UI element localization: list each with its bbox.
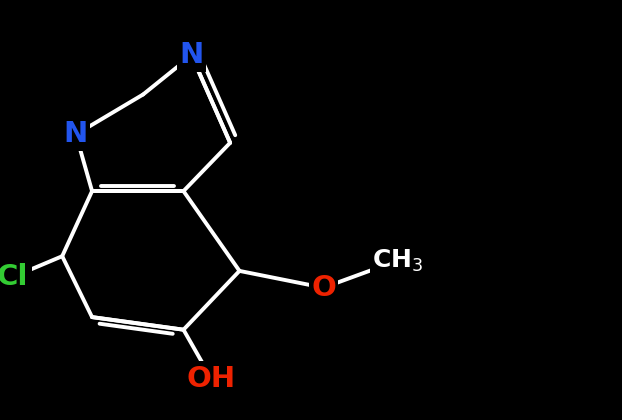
Text: N: N bbox=[64, 121, 88, 148]
Text: N: N bbox=[180, 42, 203, 69]
Text: Cl: Cl bbox=[0, 263, 28, 291]
Text: CH$_3$: CH$_3$ bbox=[373, 247, 424, 273]
Text: OH: OH bbox=[187, 365, 236, 393]
Text: O: O bbox=[311, 274, 336, 302]
